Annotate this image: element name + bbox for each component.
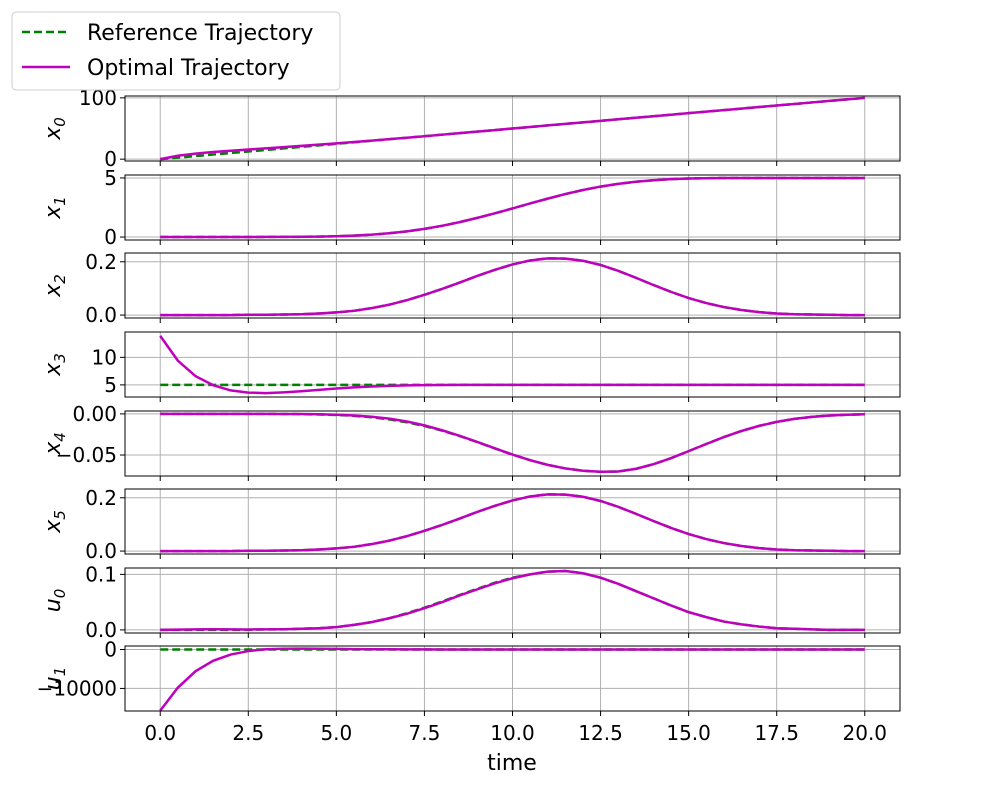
- x-tick-label: 2.5: [232, 721, 264, 745]
- y-axis-label: x2: [41, 274, 69, 298]
- y-tick-label: 0.0: [85, 618, 117, 642]
- optimal-line-x0: [159, 96, 865, 161]
- legend-frame: [11, 11, 341, 91]
- optimal-line-x3: [159, 335, 865, 395]
- subplots: 0100x005x10.00.2x2510x30.00−0.05x40.00.2…: [37, 86, 901, 716]
- axes-frame: [124, 488, 901, 555]
- axes-frame: [124, 645, 901, 712]
- subplot-u0: 0.0 0.1 u0: [41, 562, 901, 642]
- x-tick-label: 10.0: [490, 721, 535, 745]
- axes-frame: [124, 331, 901, 398]
- subplot-x3: 5 10 x3: [41, 331, 901, 402]
- x-tick-label: 12.5: [578, 721, 623, 745]
- y-tick-label: −0.05: [56, 443, 117, 467]
- optimal-line-x1: [160, 176, 865, 239]
- y-tick-label: 5: [104, 166, 117, 190]
- y-tick-label: 0: [104, 147, 117, 171]
- y-axis-label: u0: [41, 589, 69, 613]
- y-tick-label: 0.1: [85, 562, 117, 586]
- y-axis-label: x5: [41, 510, 69, 534]
- x-axis-label: time: [487, 751, 537, 776]
- y-tick-label: 5: [104, 373, 117, 397]
- axes-frame: [124, 252, 901, 319]
- y-axis-label: x1: [41, 196, 69, 220]
- y-axis-label: u1: [41, 667, 69, 691]
- axes-frame: [124, 567, 901, 634]
- optimal-line-x2: [160, 257, 865, 317]
- legend-label-reference: Reference Trajectory: [87, 21, 313, 46]
- optimal-line-u1: [159, 647, 865, 711]
- subplot-x1: 0 5 x1: [41, 166, 901, 249]
- x-tick-label: 15.0: [666, 721, 711, 745]
- y-tick-label: −10000: [37, 676, 117, 700]
- y-tick-label: 0.0: [85, 303, 117, 327]
- y-tick-label: 0.00: [72, 402, 117, 426]
- y-tick-label: 0.0: [85, 539, 117, 563]
- axes-frame: [124, 174, 901, 241]
- y-axis-label: x0: [41, 117, 69, 141]
- y-axis-label: x3: [41, 353, 69, 377]
- x-tick-label: 0.0: [144, 721, 176, 745]
- y-tick-label: 0: [104, 225, 117, 249]
- legend-label-optimal: Optimal Trajectory: [87, 56, 290, 81]
- optimal-line-u0: [160, 569, 865, 632]
- x-tick-label: 5.0: [320, 721, 352, 745]
- y-tick-label: 0: [104, 638, 117, 662]
- subplot-x2: 0.0 0.2 x2: [41, 250, 901, 327]
- y-tick-label: 0.2: [85, 250, 117, 274]
- x-tick-label: 17.5: [754, 721, 799, 745]
- legend: Reference Trajectory Optimal Trajectory: [11, 11, 341, 91]
- y-tick-label: 10: [92, 345, 117, 369]
- optimal-line-x4: [160, 412, 865, 474]
- y-axis-label: x4: [41, 432, 69, 456]
- optimal-line-x5: [160, 493, 865, 553]
- y-tick-label: 0.2: [85, 486, 117, 510]
- x-tick-label: 20.0: [843, 721, 888, 745]
- x-tick-label: 7.5: [409, 721, 441, 745]
- axes-frame: [124, 95, 901, 162]
- x-axis: time 0.0 2.5 5.0 7.5 10.0 12.5 15.0 17.5 20.0: [144, 721, 887, 776]
- subplot-x5: 0.0 0.2 x5: [41, 486, 901, 563]
- axes-frame: [124, 410, 901, 477]
